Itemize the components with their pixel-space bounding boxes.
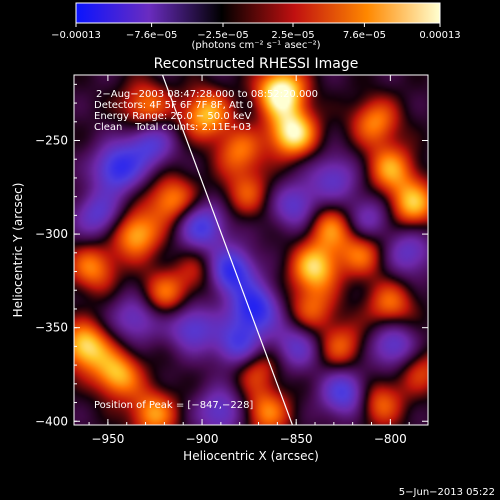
y-tick-label: −300 — [35, 227, 68, 241]
colorbar-tick-label: 7.6e−05 — [343, 30, 386, 41]
x-axis-label: Heliocentric X (arcsec) — [183, 449, 319, 463]
colorbar-ticks: −0.00013 −7.6e−05 −2.5e−05 2.5e−05 7.6e−05 0.… — [51, 23, 461, 41]
solar-limb-line — [161, 75, 293, 425]
x-tick-label: −850 — [280, 432, 313, 446]
colorbar-tick-label: −0.00013 — [51, 30, 101, 41]
colorbar: −0.00013 −7.6e−05 −2.5e−05 2.5e−05 7.6e−05 0.… — [51, 2, 461, 51]
y-axis-ticks: −400 −350 −300 −250 — [35, 83, 428, 428]
peak-position-label: Position of Peak = [−847,−228] — [94, 400, 253, 411]
y-tick-label: −400 — [35, 414, 68, 428]
footer-date: 5−Jun−2013 05:22 — [399, 487, 495, 498]
colorbar-units: (photons cm⁻² s⁻¹ asec⁻²) — [191, 40, 320, 51]
plot-frame — [73, 74, 429, 426]
annotation-energy-range: Energy Range: 25.0 − 50.0 keV — [94, 111, 251, 122]
colorbar-tick-label: 2.5e−05 — [271, 30, 314, 41]
x-tick-label: −900 — [186, 432, 219, 446]
annotation-time-range: 2−Aug−2003 08:47:28.000 to 08:52:20.000 — [96, 89, 318, 100]
colorbar-tick-label: −2.5e−05 — [197, 30, 249, 41]
x-axis-ticks: −950 −900 −850 −800 — [88, 75, 429, 446]
x-tick-label: −950 — [91, 432, 124, 446]
chart-title: Reconstructed RHESSI Image — [154, 56, 359, 72]
colorbar-tick-label: −7.6e−05 — [126, 30, 178, 41]
annotation-detectors: Detectors: 4F 5F 6F 7F 8F, Att 0 — [94, 100, 253, 111]
y-tick-label: −350 — [35, 321, 68, 335]
y-axis-label: Heliocentric Y (arcsec) — [11, 183, 25, 318]
y-tick-label: −250 — [35, 134, 68, 148]
annotation-clean-counts: Clean Total counts: 2.11E+03 — [94, 122, 251, 133]
colorbar-strip — [75, 2, 441, 24]
annotation-block: 2−Aug−2003 08:47:28.000 to 08:52:20.000 … — [94, 89, 318, 133]
x-tick-label: −800 — [374, 432, 407, 446]
heatmap-image — [74, 75, 428, 425]
colorbar-tick-label: 0.00013 — [419, 30, 460, 41]
